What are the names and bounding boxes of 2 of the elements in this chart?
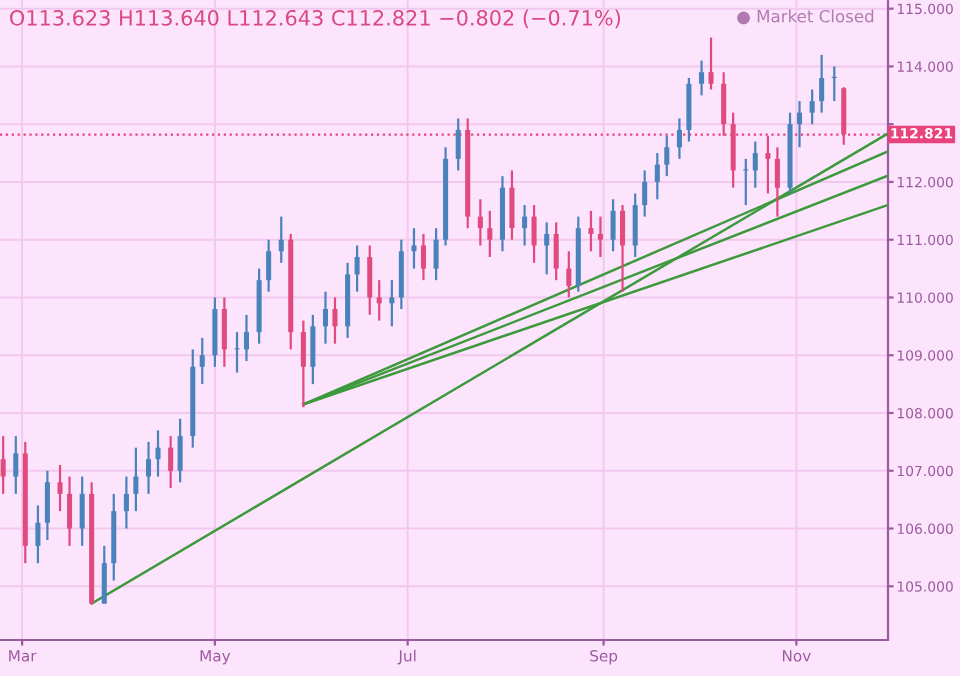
annotation: ● Market Closed	[737, 9, 874, 25]
annotation: O113.623 H113.640 L112.643 C112.821 −0.802 (−0.71%)	[10, 9, 621, 29]
